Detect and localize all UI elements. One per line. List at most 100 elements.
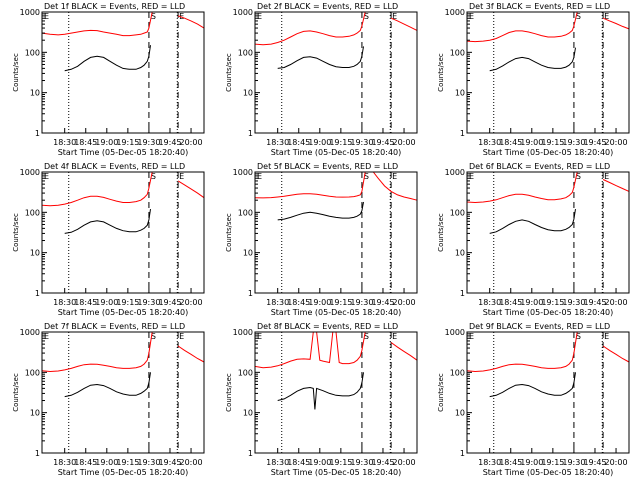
- y-tick-label: 100: [450, 208, 465, 217]
- e-marker-label: E: [604, 172, 609, 181]
- y-tick-label: 100: [238, 208, 253, 217]
- plot-frame: [254, 171, 418, 294]
- x-tick-label: 19:15: [541, 458, 564, 467]
- x-tick-label: 19:00: [308, 138, 331, 147]
- x-tick-label: 19:00: [520, 138, 543, 147]
- lld-series-line: [254, 171, 366, 199]
- plot-frame: [41, 11, 205, 134]
- s-marker-label: S: [151, 12, 156, 21]
- y-tick-label: 10: [30, 409, 40, 418]
- e-marker-label: E: [392, 172, 397, 181]
- chart-title: Det 5f BLACK = Events, RED = LLD: [257, 162, 398, 171]
- y-axis-label: Counts/sec: [437, 373, 445, 412]
- lld-series-line: [177, 345, 205, 363]
- y-tick-label: 1: [248, 449, 253, 458]
- x-tick-label: 19:45: [371, 458, 394, 467]
- s-marker-label: S: [151, 172, 156, 181]
- x-axis-label: Start Time (05-Dec-05 18:20:40): [483, 148, 614, 157]
- y-tick-label: 1: [248, 129, 253, 138]
- x-axis-label: Start Time (05-Dec-05 18:20:40): [483, 468, 614, 477]
- y-tick-label: 100: [450, 368, 465, 377]
- chart-title: Det 6f BLACK = Events, RED = LLD: [469, 162, 610, 171]
- s-marker-label: S: [364, 332, 369, 341]
- x-tick-label: 18:45: [74, 138, 97, 147]
- x-tick-label: 19:15: [329, 138, 352, 147]
- x-tick-label: 18:45: [74, 298, 97, 307]
- lld-series-line: [466, 331, 578, 373]
- y-axis-label: Counts/sec: [225, 213, 233, 252]
- x-tick-label: 18:45: [499, 298, 522, 307]
- lld-series-line: [602, 345, 630, 363]
- lld-series-line: [390, 17, 418, 31]
- x-tick-label: 19:45: [158, 458, 181, 467]
- e-marker-label: E: [604, 332, 609, 341]
- x-axis-label: Start Time (05-Dec-05 18:20:40): [271, 148, 402, 157]
- e-marker-label: E: [469, 172, 474, 181]
- x-tick-label: 19:45: [583, 458, 606, 467]
- x-axis-label: Start Time (05-Dec-05 18:20:40): [483, 308, 614, 317]
- e-marker-label: E: [469, 12, 474, 21]
- x-tick-label: 20:00: [393, 298, 416, 307]
- e-marker-label: E: [392, 332, 397, 341]
- x-tick-label: 19:15: [541, 138, 564, 147]
- x-tick-label: 18:30: [53, 298, 76, 307]
- y-axis-label: Counts/sec: [225, 53, 233, 92]
- y-tick-label: 10: [243, 89, 253, 98]
- y-tick-label: 1000: [20, 168, 40, 177]
- x-tick-label: 18:30: [478, 458, 501, 467]
- x-tick-label: 19:30: [137, 138, 160, 147]
- events-series-line: [64, 45, 151, 72]
- e-marker-label: E: [44, 332, 49, 341]
- x-tick-label: 18:45: [499, 458, 522, 467]
- y-tick-label: 10: [243, 249, 253, 258]
- y-tick-label: 100: [25, 208, 40, 217]
- x-axis-label: Start Time (05-Dec-05 18:20:40): [271, 308, 402, 317]
- events-series-line: [64, 209, 151, 234]
- events-series-line: [489, 209, 576, 234]
- e-marker-label: E: [604, 12, 609, 21]
- lld-series-line: [466, 171, 578, 204]
- x-tick-label: 18:45: [287, 138, 310, 147]
- lld-series-line: [41, 11, 153, 37]
- x-tick-label: 19:45: [371, 298, 394, 307]
- x-tick-label: 20:00: [180, 298, 203, 307]
- y-axis-label: Counts/sec: [437, 53, 445, 92]
- events-series-line: [64, 372, 151, 398]
- lld-series-line: [254, 331, 366, 369]
- y-tick-label: 1: [248, 289, 253, 298]
- e-marker-label: E: [257, 172, 262, 181]
- x-tick-label: 19:30: [137, 298, 160, 307]
- lld-series-line: [254, 11, 366, 46]
- s-marker-label: S: [576, 172, 581, 181]
- y-tick-label: 1000: [445, 168, 465, 177]
- x-tick-label: 18:45: [74, 458, 97, 467]
- e-marker-label: E: [179, 332, 184, 341]
- y-tick-label: 10: [30, 249, 40, 258]
- s-marker-label: S: [364, 12, 369, 21]
- y-tick-label: 1000: [233, 328, 253, 337]
- x-tick-label: 20:00: [180, 138, 203, 147]
- x-tick-label: 20:00: [180, 458, 203, 467]
- y-tick-label: 1: [460, 449, 465, 458]
- plot-frame: [466, 171, 630, 294]
- x-tick-label: 19:00: [520, 298, 543, 307]
- x-axis-label: Start Time (05-Dec-05 18:20:40): [58, 148, 189, 157]
- x-tick-label: 18:30: [266, 298, 289, 307]
- plot-frame: [254, 331, 418, 454]
- lld-series-line: [41, 331, 153, 373]
- plot-frame: [466, 11, 630, 134]
- y-tick-label: 1000: [233, 8, 253, 17]
- x-tick-label: 18:30: [266, 458, 289, 467]
- x-tick-label: 18:30: [53, 138, 76, 147]
- y-tick-label: 10: [455, 409, 465, 418]
- y-tick-label: 1: [35, 129, 40, 138]
- x-tick-label: 18:30: [266, 138, 289, 147]
- lld-series-line: [372, 171, 418, 201]
- lld-series-line: [177, 180, 205, 199]
- s-marker-label: S: [576, 332, 581, 341]
